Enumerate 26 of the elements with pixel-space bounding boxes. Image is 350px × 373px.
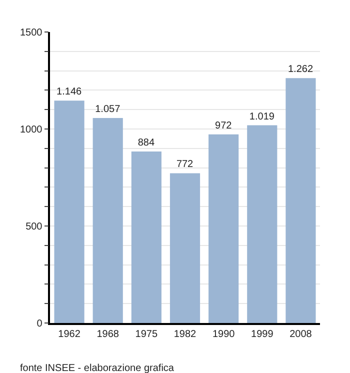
bar xyxy=(92,118,123,323)
x-tick-label: 1990 xyxy=(212,328,236,340)
x-tick-label: 1999 xyxy=(251,328,274,340)
data-label: 884 xyxy=(138,138,155,148)
y-tick-label: 500 xyxy=(26,222,43,232)
bar xyxy=(208,134,239,323)
source-note: fonte INSEE - elaborazione grafica xyxy=(20,363,174,373)
data-label: 1.057 xyxy=(95,104,121,115)
x-tick-label: 1982 xyxy=(174,328,197,340)
x-tick-label: 1968 xyxy=(96,328,120,340)
x-tick-label: 1975 xyxy=(135,328,158,340)
y-tick-label: 1000 xyxy=(20,124,43,136)
y-tick-label: 0 xyxy=(36,318,43,330)
data-label: 1.146 xyxy=(56,86,82,98)
y-tick-label: 1500 xyxy=(20,28,43,38)
x-tick-label: 1962 xyxy=(58,328,81,340)
bar xyxy=(54,100,84,323)
bar xyxy=(286,78,316,323)
x-tick-label: 2008 xyxy=(290,328,312,340)
bar xyxy=(247,125,278,323)
bar xyxy=(131,152,162,323)
data-label: 1.019 xyxy=(249,111,275,122)
data-label: 1.262 xyxy=(288,64,314,76)
bar xyxy=(170,173,200,323)
data-label: 972 xyxy=(215,120,232,132)
data-label: 772 xyxy=(176,159,194,170)
